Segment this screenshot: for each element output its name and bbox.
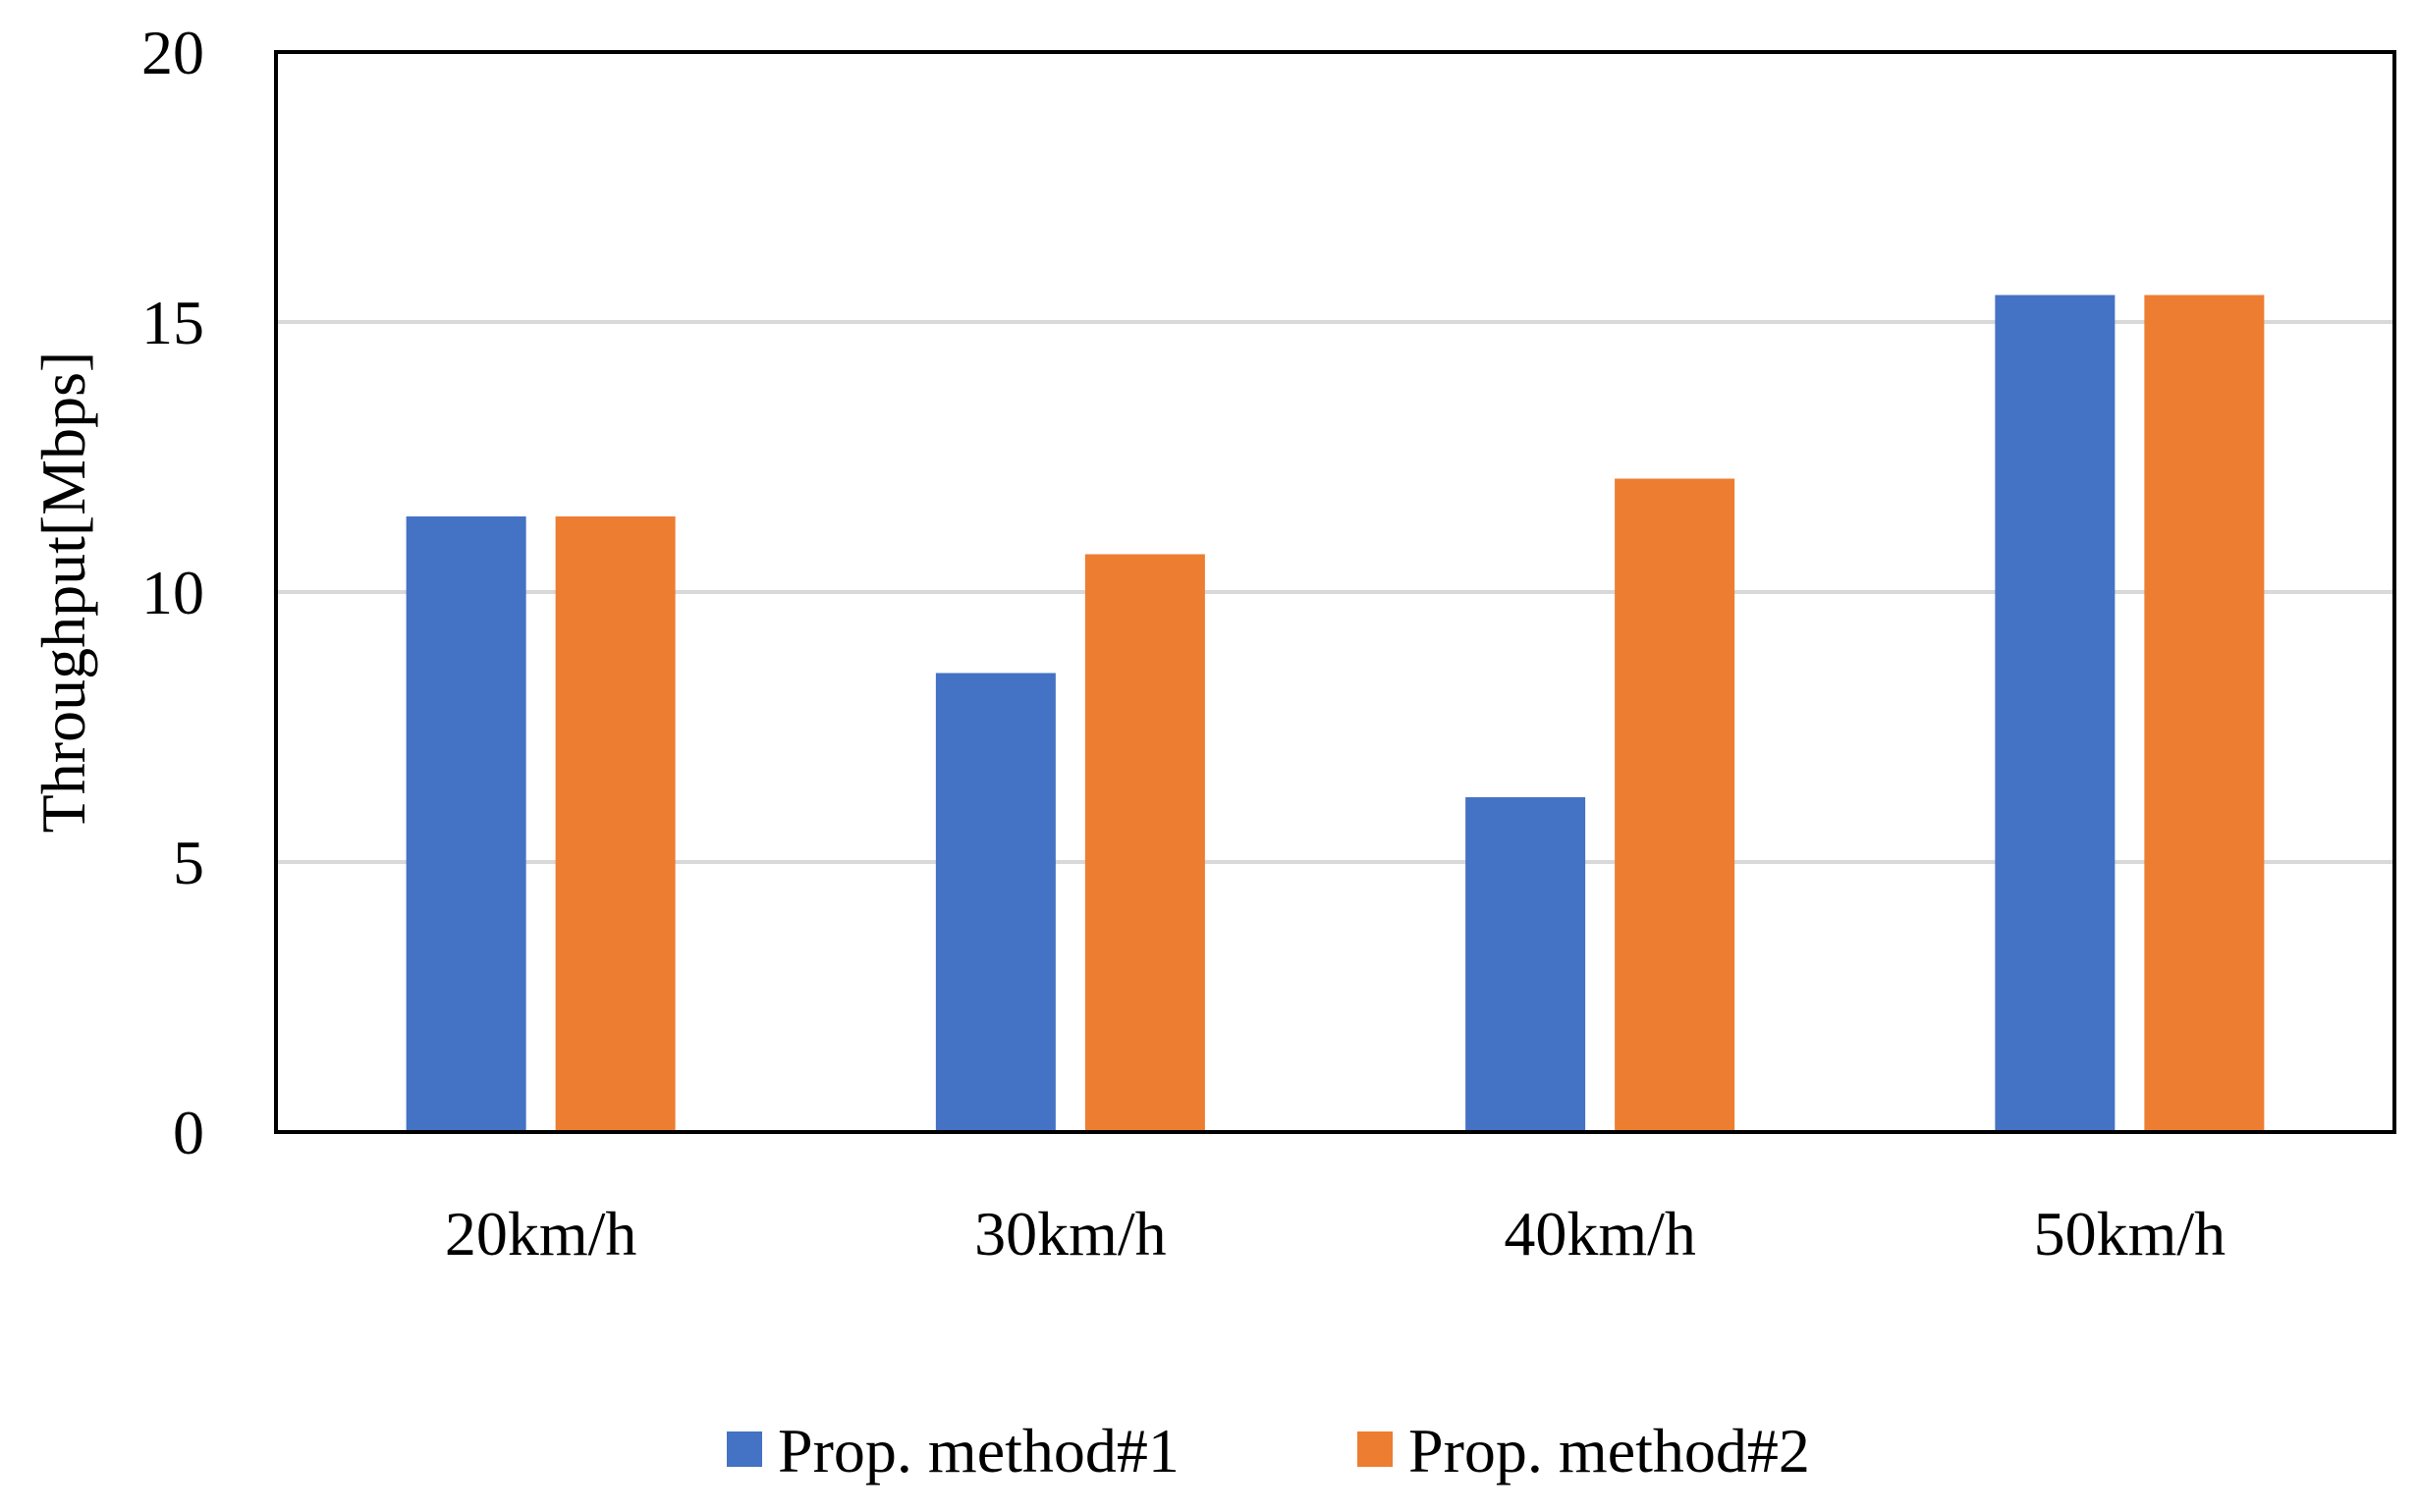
legend-label-2: Prop. method#2 (1408, 1416, 1810, 1485)
bar-series2-30km/h (1084, 554, 1205, 1132)
y-tick-label: 15 (141, 288, 204, 357)
plot-area-frame (274, 50, 2396, 1134)
y-tick-label: 0 (173, 1098, 204, 1167)
x-category-label: 20km/h (445, 1199, 637, 1269)
y-tick-label: 20 (141, 18, 204, 87)
bar-series1-30km/h (935, 673, 1056, 1132)
legend-swatch-2 (1357, 1431, 1393, 1467)
x-axis-categories: 20km/h 30km/h 40km/h 50km/h (445, 1199, 2226, 1269)
y-tick-label: 5 (173, 828, 204, 897)
x-category-label: 40km/h (1504, 1199, 1696, 1269)
legend-swatch-1 (727, 1431, 762, 1467)
bar-series1-40km/h (1465, 797, 1586, 1132)
legend-label-1: Prop. method#1 (778, 1416, 1180, 1485)
bar-series2-20km/h (555, 516, 676, 1132)
y-tick-label: 10 (141, 558, 204, 627)
y-axis-ticks: 0 5 10 15 20 (141, 18, 204, 1167)
bar-series (406, 295, 2265, 1132)
x-category-label: 50km/h (2034, 1199, 2226, 1269)
y-axis-label: Throughput[Mbps] (28, 351, 98, 834)
bar-series2-40km/h (1615, 478, 1735, 1132)
bar-series1-20km/h (406, 516, 526, 1132)
x-category-label: 30km/h (974, 1199, 1167, 1269)
bar-series2-50km/h (2144, 295, 2265, 1132)
bar-series1-50km/h (1995, 295, 2116, 1132)
legend: Prop. method#1 Prop. method#2 (727, 1416, 1810, 1485)
